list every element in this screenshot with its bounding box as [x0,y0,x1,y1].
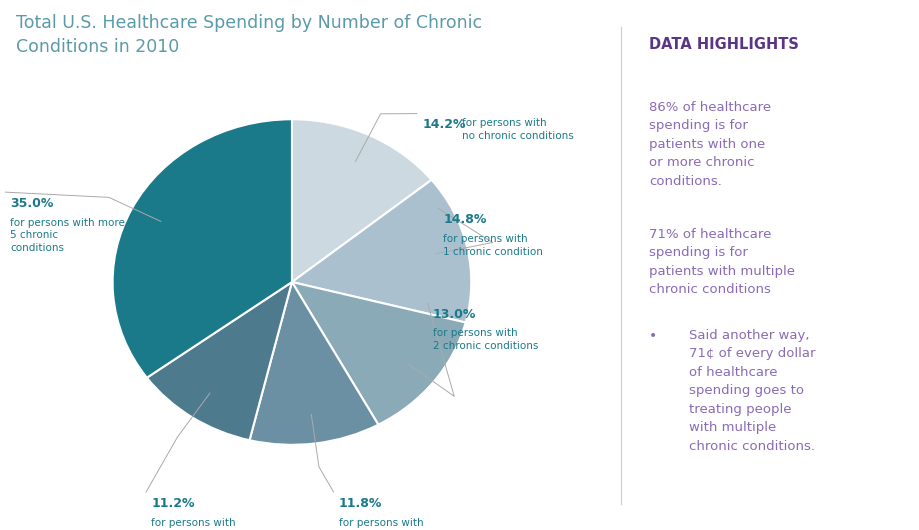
Text: 11.8%: 11.8% [338,497,381,510]
Wedge shape [112,119,291,378]
Text: 35.0%: 35.0% [10,197,53,210]
Wedge shape [291,282,465,425]
Text: 14.2%: 14.2% [422,118,465,131]
Text: for persons with more than
5 chronic
conditions: for persons with more than 5 chronic con… [10,218,153,253]
Text: 71% of healthcare
spending is for
patients with multiple
chronic conditions: 71% of healthcare spending is for patien… [648,228,794,296]
Wedge shape [249,282,378,445]
Text: for persons with
1 chronic condition: for persons with 1 chronic condition [443,234,542,257]
Text: 13.0%: 13.0% [432,307,475,321]
Text: Total U.S. Healthcare Spending by Number of Chronic
Conditions in 2010: Total U.S. Healthcare Spending by Number… [16,14,482,56]
Text: 14.8%: 14.8% [443,213,486,226]
Text: for persons with
3 chronic conditions: for persons with 3 chronic conditions [338,518,444,530]
Text: DATA HIGHLIGHTS: DATA HIGHLIGHTS [648,37,798,52]
Text: 11.2%: 11.2% [151,497,195,510]
Text: 86% of healthcare
spending is for
patients with one
or more chronic
conditions.: 86% of healthcare spending is for patien… [648,101,770,188]
Wedge shape [291,119,431,282]
Text: for persons with
4 chronic conditions: for persons with 4 chronic conditions [151,518,256,530]
Wedge shape [291,180,471,323]
Text: •: • [648,329,656,342]
Text: for persons with
2 chronic conditions: for persons with 2 chronic conditions [432,329,538,351]
Text: for persons with
no chronic conditions: for persons with no chronic conditions [461,118,573,141]
Text: Said another way,
71¢ of every dollar
of healthcare
spending goes to
treating pe: Said another way, 71¢ of every dollar of… [688,329,814,453]
Wedge shape [147,282,291,440]
